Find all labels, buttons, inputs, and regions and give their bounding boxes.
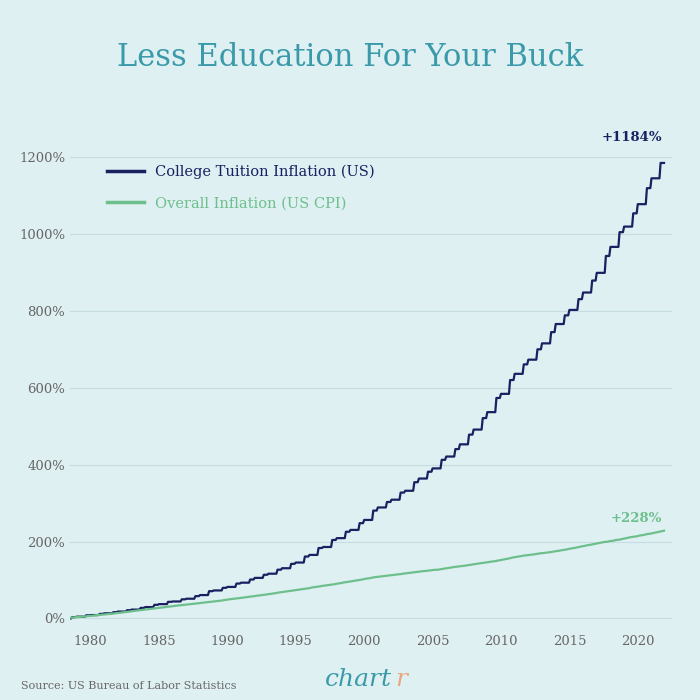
Text: +1184%: +1184% <box>602 131 662 144</box>
Text: Source: US Bureau of Labor Statistics: Source: US Bureau of Labor Statistics <box>21 681 237 691</box>
Text: +228%: +228% <box>611 512 662 525</box>
Legend: College Tuition Inflation (US), Overall Inflation (US CPI): College Tuition Inflation (US), Overall … <box>102 158 381 216</box>
Text: chart: chart <box>325 668 392 691</box>
Text: r: r <box>395 668 407 691</box>
Text: Less Education For Your Buck: Less Education For Your Buck <box>117 42 583 73</box>
